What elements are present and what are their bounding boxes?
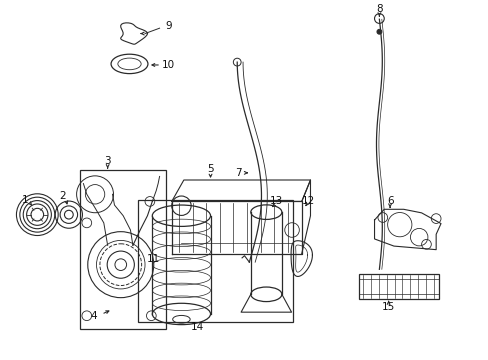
Text: 11: 11 [146, 253, 160, 264]
Bar [138, 200, 292, 322]
Bar [80, 170, 165, 329]
Text: 1: 1 [22, 195, 28, 204]
Text: 14: 14 [190, 322, 203, 332]
Text: 12: 12 [301, 196, 315, 206]
Text: 4: 4 [91, 311, 97, 321]
Text: 3: 3 [104, 157, 111, 166]
Text: 5: 5 [207, 164, 213, 174]
Text: 9: 9 [164, 21, 171, 31]
Text: 15: 15 [381, 302, 394, 312]
Text: 7: 7 [235, 168, 242, 178]
Circle shape [376, 29, 381, 34]
Text: 13: 13 [269, 197, 282, 206]
Bar [358, 274, 438, 299]
Text: 8: 8 [375, 4, 382, 14]
Text: 2: 2 [59, 191, 66, 201]
Text: 10: 10 [162, 60, 175, 70]
Text: 6: 6 [386, 197, 392, 206]
